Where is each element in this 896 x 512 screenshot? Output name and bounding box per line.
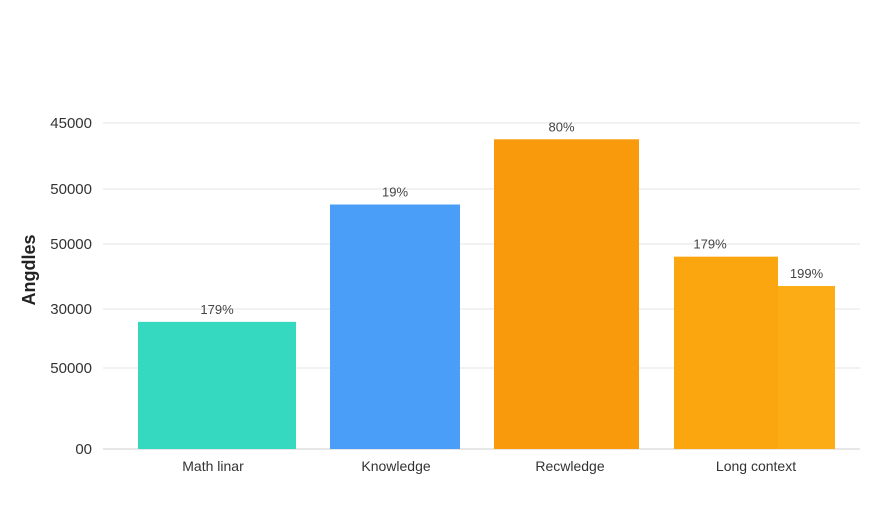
category-label: Knowledge <box>361 458 430 474</box>
y-axis-title: Angdles <box>19 234 39 305</box>
bar-value-label: 80% <box>548 119 574 134</box>
y-tick-label: 30000 <box>50 301 92 318</box>
y-tick-label: 50000 <box>50 181 92 198</box>
bar-value-label: 179% <box>693 237 727 252</box>
y-tick-label: 50000 <box>50 360 92 377</box>
data-labels: 179% 19% 80% 179% 199% <box>200 119 823 317</box>
category-label: Math linar <box>182 458 244 474</box>
bars <box>138 139 835 450</box>
y-tick-label: 00 <box>75 441 92 458</box>
bar-value-label: 199% <box>790 266 824 281</box>
y-tick-labels: 45000 50000 50000 30000 50000 00 <box>50 115 92 458</box>
category-label: Recwledge <box>535 458 604 474</box>
bar <box>330 204 460 449</box>
bar <box>674 256 778 449</box>
category-label: Long context <box>716 458 796 474</box>
bar <box>494 139 639 450</box>
bar <box>138 321 296 449</box>
bar-value-label: 19% <box>382 185 408 200</box>
bar <box>778 286 835 449</box>
y-tick-label: 45000 <box>50 115 92 132</box>
bar-value-label: 179% <box>200 302 234 317</box>
category-labels: Math linar Knowledge Recwledge Long context <box>182 458 796 474</box>
y-tick-label: 50000 <box>50 236 92 253</box>
